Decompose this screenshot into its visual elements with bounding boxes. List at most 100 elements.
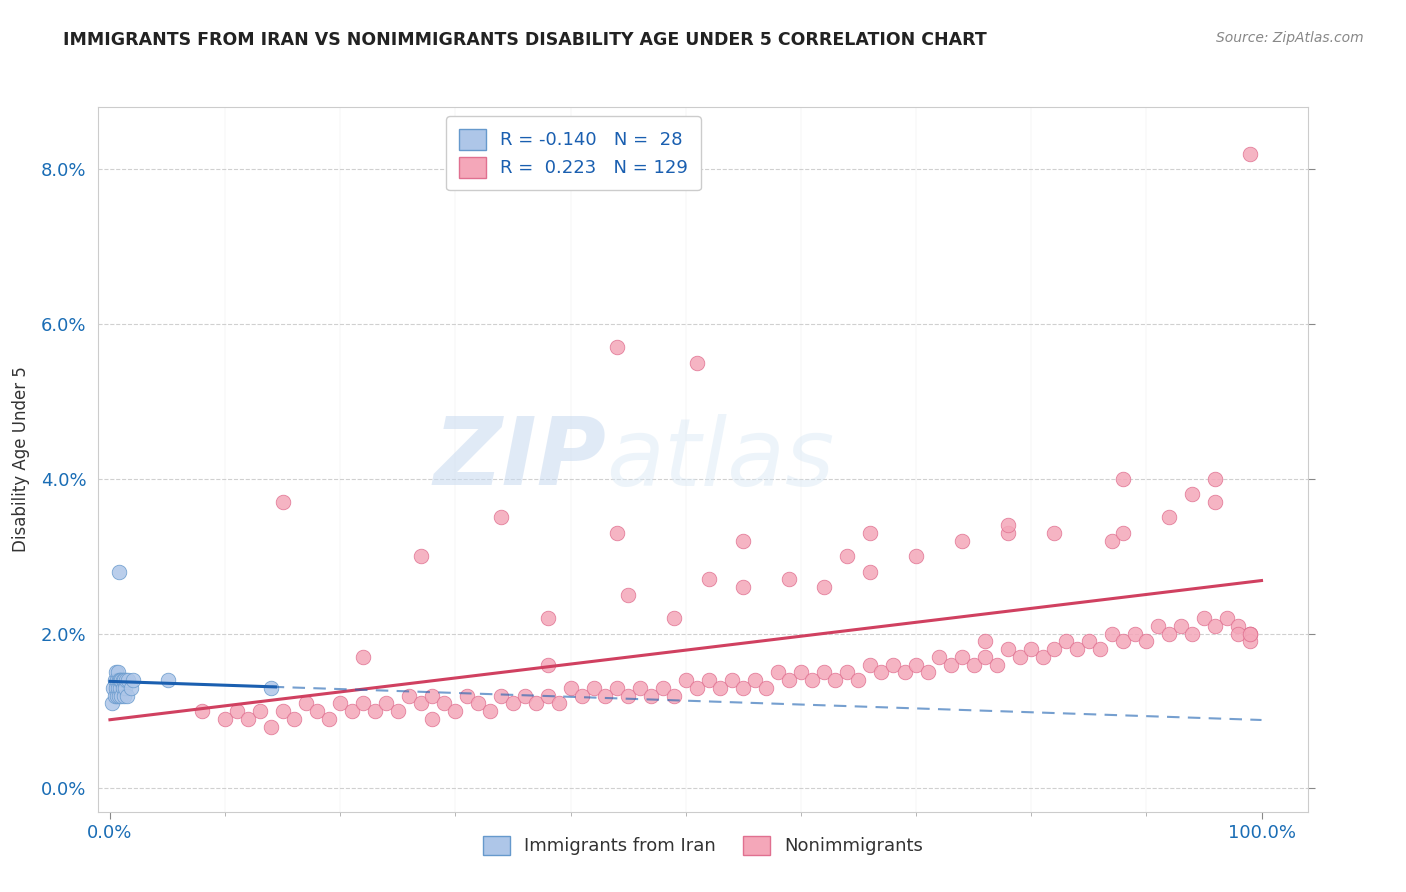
Point bbox=[112, 689, 135, 703]
Point bbox=[905, 657, 928, 672]
Point bbox=[249, 704, 271, 718]
Point bbox=[318, 712, 340, 726]
Point bbox=[733, 580, 755, 594]
Point bbox=[104, 665, 127, 680]
Point bbox=[617, 689, 640, 703]
Point bbox=[651, 681, 673, 695]
Point bbox=[824, 673, 846, 687]
Point bbox=[1227, 626, 1250, 640]
Point bbox=[156, 673, 179, 687]
Point bbox=[225, 704, 247, 718]
Point bbox=[835, 549, 858, 564]
Point bbox=[422, 689, 444, 703]
Point bbox=[813, 665, 835, 680]
Point bbox=[1147, 619, 1170, 633]
Point bbox=[606, 525, 628, 540]
Point bbox=[111, 681, 134, 695]
Point bbox=[950, 533, 973, 548]
Point bbox=[686, 681, 709, 695]
Point bbox=[364, 704, 387, 718]
Text: IMMIGRANTS FROM IRAN VS NONIMMIGRANTS DISABILITY AGE UNDER 5 CORRELATION CHART: IMMIGRANTS FROM IRAN VS NONIMMIGRANTS DI… bbox=[63, 31, 987, 49]
Point bbox=[491, 689, 513, 703]
Point bbox=[108, 689, 131, 703]
Point bbox=[103, 689, 125, 703]
Point bbox=[110, 689, 132, 703]
Point bbox=[467, 696, 489, 710]
Point bbox=[1123, 626, 1146, 640]
Point bbox=[675, 673, 697, 687]
Point bbox=[1181, 487, 1204, 501]
Point bbox=[1008, 649, 1031, 664]
Point bbox=[766, 665, 789, 680]
Point bbox=[744, 673, 766, 687]
Point bbox=[491, 510, 513, 524]
Point bbox=[813, 580, 835, 594]
Point bbox=[709, 681, 731, 695]
Point bbox=[110, 673, 132, 687]
Point bbox=[387, 704, 409, 718]
Point bbox=[974, 649, 997, 664]
Point bbox=[1239, 634, 1261, 648]
Point bbox=[1159, 626, 1181, 640]
Point bbox=[340, 704, 363, 718]
Point bbox=[375, 696, 398, 710]
Point bbox=[1227, 619, 1250, 633]
Point bbox=[848, 673, 870, 687]
Point bbox=[271, 495, 294, 509]
Point bbox=[329, 696, 352, 710]
Point bbox=[1077, 634, 1099, 648]
Point bbox=[536, 611, 558, 625]
Point bbox=[294, 696, 316, 710]
Point bbox=[456, 689, 478, 703]
Point bbox=[214, 712, 236, 726]
Point bbox=[191, 704, 214, 718]
Point bbox=[114, 681, 136, 695]
Point bbox=[1204, 619, 1226, 633]
Point bbox=[433, 696, 456, 710]
Point bbox=[1239, 626, 1261, 640]
Point bbox=[260, 681, 283, 695]
Point bbox=[352, 696, 374, 710]
Text: Source: ZipAtlas.com: Source: ZipAtlas.com bbox=[1216, 31, 1364, 45]
Point bbox=[582, 681, 605, 695]
Point bbox=[997, 518, 1019, 533]
Point bbox=[536, 657, 558, 672]
Point bbox=[997, 525, 1019, 540]
Point bbox=[107, 665, 129, 680]
Point bbox=[1032, 649, 1054, 664]
Point bbox=[1239, 626, 1261, 640]
Point bbox=[352, 649, 374, 664]
Point bbox=[939, 657, 962, 672]
Point bbox=[236, 712, 259, 726]
Point bbox=[870, 665, 893, 680]
Point bbox=[283, 712, 305, 726]
Point bbox=[893, 665, 915, 680]
Point bbox=[1019, 642, 1042, 657]
Point bbox=[962, 657, 984, 672]
Point bbox=[110, 681, 132, 695]
Point bbox=[548, 696, 571, 710]
Point bbox=[974, 634, 997, 648]
Point bbox=[409, 549, 432, 564]
Point bbox=[950, 649, 973, 664]
Point bbox=[790, 665, 813, 680]
Point bbox=[1181, 626, 1204, 640]
Point bbox=[1066, 642, 1088, 657]
Point bbox=[917, 665, 939, 680]
Point bbox=[110, 673, 132, 687]
Point bbox=[778, 673, 800, 687]
Point bbox=[1216, 611, 1239, 625]
Point bbox=[1204, 472, 1226, 486]
Point bbox=[398, 689, 420, 703]
Point bbox=[686, 355, 709, 369]
Point bbox=[755, 681, 778, 695]
Point bbox=[513, 689, 536, 703]
Point bbox=[115, 673, 138, 687]
Point bbox=[986, 657, 1008, 672]
Point bbox=[108, 565, 131, 579]
Point bbox=[801, 673, 824, 687]
Point bbox=[1112, 634, 1135, 648]
Point bbox=[593, 689, 616, 703]
Point bbox=[103, 681, 125, 695]
Point bbox=[697, 573, 720, 587]
